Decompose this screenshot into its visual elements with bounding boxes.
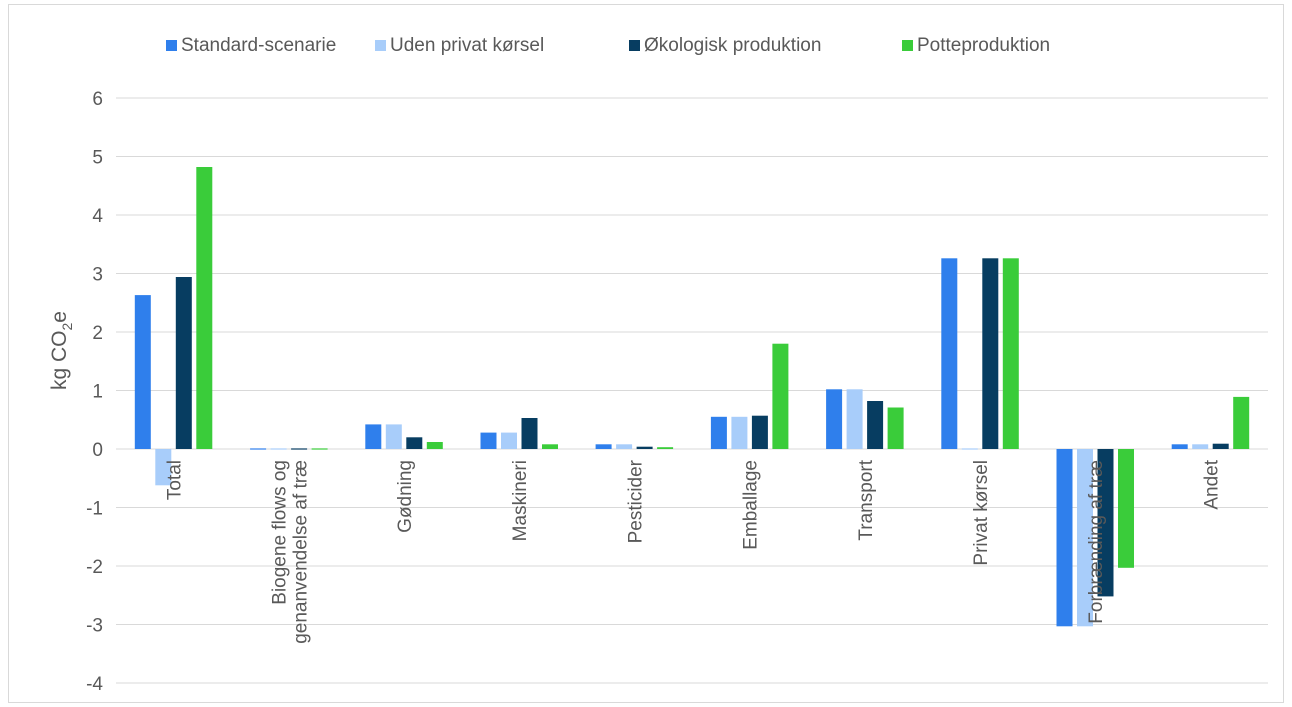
y-tick-label: -3 xyxy=(86,616,103,637)
bar xyxy=(961,448,978,450)
bar xyxy=(542,444,558,449)
bar xyxy=(1171,444,1188,449)
legend-swatch xyxy=(375,40,386,51)
category-label: Pesticider xyxy=(625,459,646,543)
y-tick-label: 3 xyxy=(92,265,103,286)
category-label: Forbrænding af træ xyxy=(1086,460,1107,624)
y-axis-ticks: -4 -3 -2 -1 0 1 2 3 4 5 6 xyxy=(86,89,103,695)
bar xyxy=(1212,443,1229,449)
category-label: Maskineri xyxy=(510,460,531,541)
category-labels: Total Biogene flows og genanvendelse af tr… xyxy=(165,459,1223,644)
bar xyxy=(595,444,612,449)
category-label: Privat kørsel xyxy=(971,460,992,566)
legend-label: Økologisk produktion xyxy=(644,35,821,56)
legend-swatch xyxy=(629,40,640,51)
bar xyxy=(751,415,768,449)
bar xyxy=(155,449,172,486)
bar xyxy=(1233,396,1250,449)
bar xyxy=(887,407,904,449)
legend: Standard-scenarie Uden privat kørsel Økolo… xyxy=(166,35,1050,56)
bar xyxy=(480,432,497,449)
bar xyxy=(365,424,382,449)
bar xyxy=(616,444,633,449)
bar xyxy=(134,295,151,449)
bar xyxy=(826,389,843,449)
y-tick-label: 4 xyxy=(92,206,103,227)
y-tick-label: 1 xyxy=(92,382,103,403)
bar xyxy=(1192,444,1209,449)
gridlines xyxy=(116,97,1268,684)
category-label: Total xyxy=(165,460,186,500)
y-tick-label: -2 xyxy=(86,557,103,578)
bar xyxy=(1056,449,1073,627)
bar xyxy=(772,343,789,449)
category-label: Transport xyxy=(856,459,877,540)
bar xyxy=(867,401,884,449)
bar xyxy=(636,446,653,449)
category-label: Emballage xyxy=(741,460,762,550)
bar xyxy=(982,258,999,449)
legend-swatch xyxy=(902,40,913,51)
bar xyxy=(657,447,674,449)
bar xyxy=(426,442,443,449)
bar xyxy=(291,448,308,450)
bar xyxy=(1077,449,1093,627)
bar xyxy=(406,437,423,449)
legend-label: Potteproduktion xyxy=(917,35,1050,56)
bar xyxy=(385,424,402,449)
category-label: genanvendelse af træ xyxy=(290,460,311,644)
bar xyxy=(175,277,192,449)
bar xyxy=(196,167,213,449)
bar xyxy=(710,416,727,449)
bar xyxy=(270,448,287,450)
category-label: Biogene flows og xyxy=(269,460,290,605)
y-tick-label: 5 xyxy=(92,148,103,169)
bar xyxy=(1097,449,1114,597)
legend-label: Uden privat kørsel xyxy=(390,35,544,56)
y-tick-label: 0 xyxy=(92,440,103,461)
y-tick-label: -4 xyxy=(86,674,103,695)
bar xyxy=(1118,449,1134,568)
bar xyxy=(731,416,748,449)
bars xyxy=(134,167,1250,627)
y-axis-label: kg CO2e xyxy=(48,311,75,390)
y-tick-label: 6 xyxy=(92,89,103,110)
y-tick-label: -1 xyxy=(86,499,103,520)
bar xyxy=(941,258,958,449)
bar xyxy=(846,389,863,449)
legend-swatch xyxy=(166,40,177,51)
category-label: Andet xyxy=(1201,459,1222,509)
bar xyxy=(311,448,328,450)
bar xyxy=(1002,258,1019,449)
bar xyxy=(250,448,267,450)
bar xyxy=(521,418,538,449)
y-tick-label: 2 xyxy=(92,323,103,344)
legend-label: Standard-scenarie xyxy=(181,35,336,56)
category-label: Gødning xyxy=(395,460,416,533)
bar xyxy=(501,432,517,449)
